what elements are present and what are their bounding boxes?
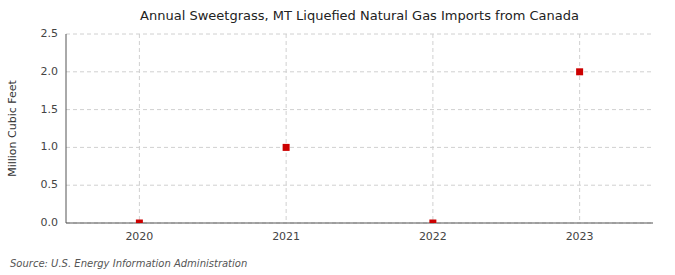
points xyxy=(136,68,583,223)
chart-container: 0.0 0.5 1.0 1.5 2.0 2.5 2020 2021 2022 2023 Annual… xyxy=(0,0,675,275)
axes: 0.0 0.5 1.0 1.5 2.0 2.5 2020 2021 2022 2023 xyxy=(41,27,654,243)
y-grid-line xyxy=(66,223,653,224)
x-tick-label: 2022 xyxy=(419,230,447,243)
x-tick-label: 2020 xyxy=(125,230,153,243)
y-axis-label: Million Cubic Feet xyxy=(6,79,19,176)
y-tick-label: 0.5 xyxy=(41,178,59,191)
y-axis-line xyxy=(66,34,67,223)
x-grid-line xyxy=(286,34,287,223)
point xyxy=(283,144,290,151)
x-tick-label: 2021 xyxy=(272,230,300,243)
x-grid-line xyxy=(432,34,433,223)
y-tick-label: 1.0 xyxy=(41,140,59,153)
y-grid-line xyxy=(66,34,653,35)
x-tick-label: 2023 xyxy=(566,230,594,243)
chart: 0.0 0.5 1.0 1.5 2.0 2.5 2020 2021 2022 2023 Annual… xyxy=(0,0,675,275)
x-axis-line xyxy=(66,223,653,224)
y-grid-line xyxy=(66,71,653,72)
y-grid-line xyxy=(66,147,653,148)
y-grid-line xyxy=(66,185,653,186)
x-grid-line xyxy=(579,34,580,223)
x-grid-line xyxy=(139,34,140,223)
y-grid-line xyxy=(66,109,653,110)
y-tick-label: 0.0 xyxy=(41,216,59,229)
point xyxy=(429,220,436,224)
y-tick-label: 2.5 xyxy=(41,27,59,40)
source-note: Source: U.S. Energy Information Administ… xyxy=(10,258,247,269)
y-tick-label: 2.0 xyxy=(41,65,59,78)
y-tick-label: 1.5 xyxy=(41,103,59,116)
point xyxy=(576,68,583,75)
title: Annual Sweetgrass, MT Liquefied Natural … xyxy=(140,8,579,23)
point xyxy=(136,220,143,224)
grid xyxy=(66,34,653,223)
